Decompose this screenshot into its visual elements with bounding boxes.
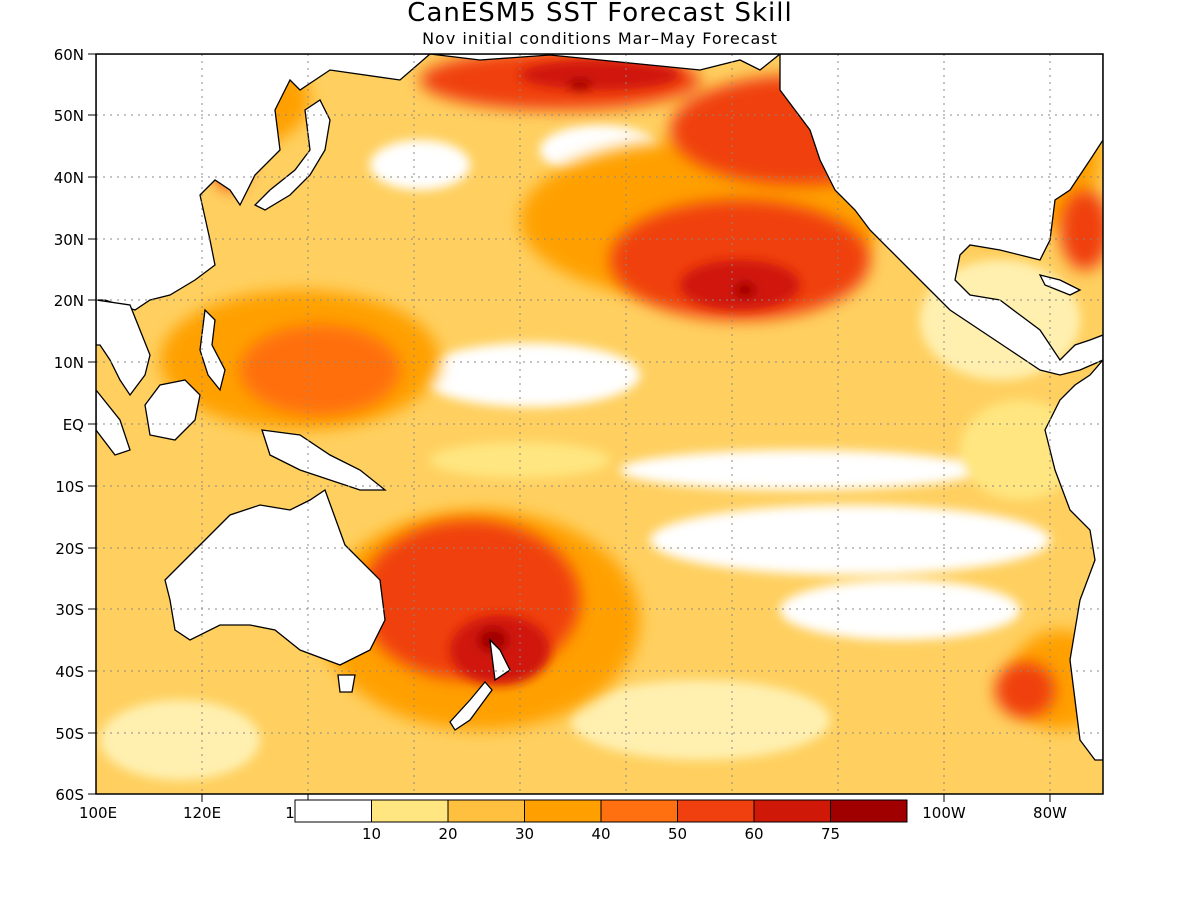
colorbar-swatch	[600, 799, 678, 823]
lat-label: EQ	[63, 416, 84, 434]
lat-label: 50S	[55, 725, 84, 743]
colorbar-tick-label: 60	[744, 825, 763, 843]
longitude-labels: 100E 120E 1 100W 80W	[79, 804, 1067, 822]
land	[96, 54, 1103, 761]
lat-label: 30S	[55, 601, 84, 619]
colorbar-swatch	[753, 799, 831, 823]
lat-label: 60S	[55, 786, 84, 804]
lon-label: 120E	[183, 804, 221, 822]
colorbar-swatch	[677, 799, 755, 823]
colorbar-tick-label: 50	[668, 825, 687, 843]
lat-label: 20S	[55, 540, 84, 558]
colorbar-swatch	[830, 799, 908, 823]
lon-label: 80W	[1033, 804, 1067, 822]
lat-label: 40N	[54, 169, 84, 187]
axis-ticks	[88, 53, 1051, 802]
colorbar-tick-label: 10	[362, 825, 381, 843]
lat-label: 30N	[54, 231, 84, 249]
colorbar-swatch	[294, 799, 372, 823]
lat-label: 60N	[54, 46, 84, 64]
lon-label: 100W	[922, 804, 966, 822]
colorbar-tick-label: 20	[438, 825, 457, 843]
lat-label: 50N	[54, 107, 84, 125]
colorbar-swatch	[447, 799, 525, 823]
map-title: CanESM5 SST Forecast Skill	[407, 0, 793, 28]
colorbar: 10 20 30 40 50 60 75	[294, 799, 908, 843]
lat-label: 40S	[55, 663, 84, 681]
lon-label: 1	[285, 804, 295, 822]
lon-label: 100E	[79, 804, 117, 822]
map-subtitle: Nov initial conditions Mar–May Forecast	[422, 29, 778, 48]
skill-field	[96, 54, 1103, 794]
gridlines	[96, 54, 1103, 794]
colorbar-swatch	[371, 799, 449, 823]
colorbar-swatch	[524, 799, 602, 823]
lat-label: 10S	[55, 478, 84, 496]
lat-label: 10N	[54, 354, 84, 372]
colorbar-tick-label: 40	[591, 825, 610, 843]
colorbar-tick-label: 75	[821, 825, 840, 843]
lat-label: 20N	[54, 292, 84, 310]
colorbar-tick-label: 30	[515, 825, 534, 843]
latitude-labels: 60N 50N 40N 30N 20N 10N EQ 10S 20S 30S 4…	[54, 46, 84, 804]
